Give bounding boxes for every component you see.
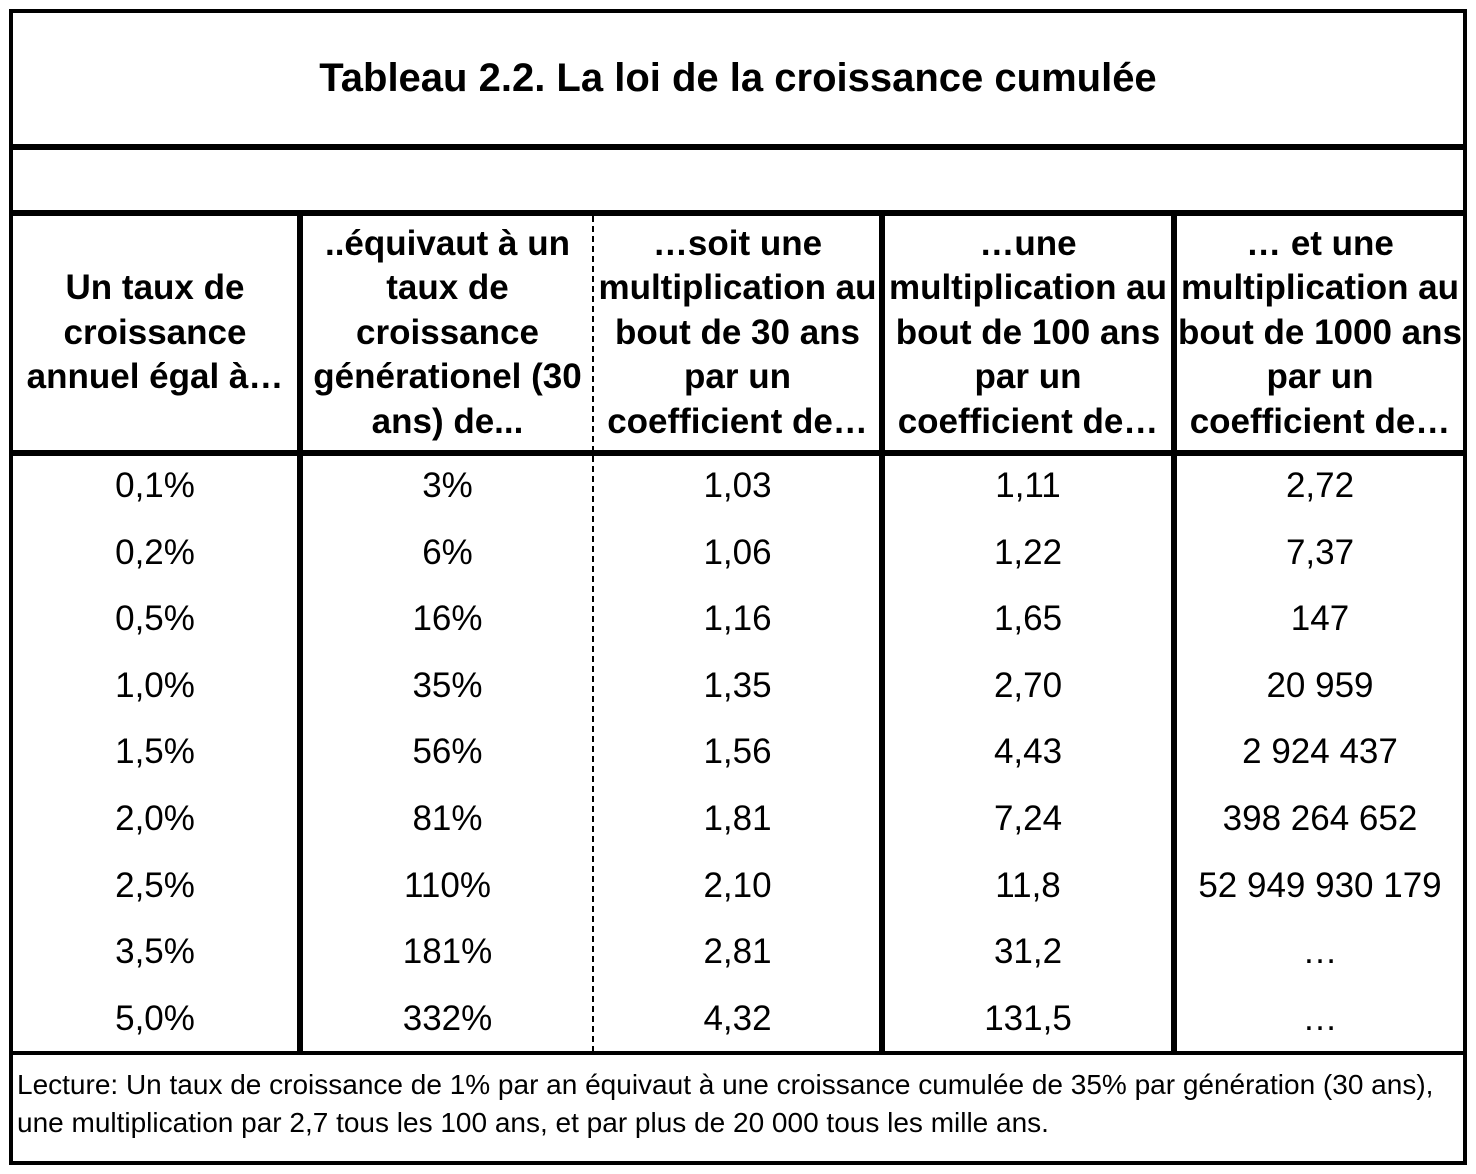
multiplier-30-cell: 4,32 (703, 998, 772, 1038)
multiplier-100-cell: 1,22 (993, 532, 1063, 572)
generational-rate-cell: 16% (412, 599, 483, 639)
generational-rate-cell: 3% (422, 466, 473, 505)
multiplier-100-cell: 2,70 (993, 665, 1063, 705)
multiplier-100-cell: 1,11 (995, 466, 1061, 505)
annual-rate-cell: 0,5% (115, 599, 195, 639)
column-separator-dashed (592, 216, 594, 1052)
annual-rate-cell: 1,5% (115, 732, 195, 772)
multiplier-1000-cell: … (1302, 998, 1338, 1038)
multiplier-30-cell: 1,06 (703, 532, 772, 572)
table-frame (9, 9, 1467, 1165)
multiplier-30-cell: 1,16 (703, 599, 772, 639)
blank-row (13, 150, 1463, 210)
generational-rate-cell: 56% (412, 732, 483, 772)
multiplier-100-cell: 31,2 (993, 932, 1063, 972)
generational-rate-cell: 332% (402, 998, 493, 1038)
multiplier-1000-cell: 2,72 (1285, 466, 1355, 505)
annual-rate-cell: 0,2% (115, 532, 195, 572)
table-title: Tableau 2.2. La loi de la croissance cum… (319, 56, 1157, 100)
column-separator (297, 216, 303, 1052)
multiplier-100-cell: 4,43 (993, 732, 1063, 772)
generational-rate-cell: 181% (402, 932, 493, 972)
generational-rate-cell: 6% (422, 532, 473, 572)
generational-rate-cell: 35% (412, 665, 483, 705)
annual-rate-cell: 0,1% (115, 466, 195, 505)
multiplier-30-cell: 1,35 (703, 665, 772, 705)
annual-rate-cell: 1,0% (115, 665, 195, 705)
title-divider (13, 144, 1463, 150)
annual-rate-cell: 5,0% (115, 998, 195, 1038)
multiplier-1000-cell: 7,37 (1285, 532, 1355, 572)
generational-rate-cell: 81% (412, 799, 483, 838)
annual-rate-cell: 2,5% (115, 865, 195, 905)
generational-rate-cell: 110% (404, 865, 491, 905)
header-multiplier-30: …soit une multiplication au bout de 30 a… (598, 223, 877, 441)
note-divider (13, 1051, 1463, 1055)
multiplier-1000-cell: 398 264 652 (1222, 799, 1418, 838)
multiplier-30-cell: 1,03 (703, 466, 772, 505)
multiplier-100-cell: 11,8 (995, 865, 1061, 905)
header-bottom-divider (13, 450, 1463, 456)
header-multiplier-100: …une multiplication au bout de 100 ans p… (888, 223, 1168, 441)
annual-rate-cell: 2,0% (115, 799, 195, 838)
multiplier-30-cell: 2,81 (703, 932, 772, 972)
column-separator (879, 216, 885, 1052)
multiplier-30-cell: 2,10 (703, 865, 772, 905)
multiplier-30-cell: 1,81 (703, 799, 772, 838)
multiplier-100-cell: 131,5 (984, 998, 1072, 1038)
multiplier-1000-cell: 2 924 437 (1242, 732, 1398, 772)
multiplier-1000-cell: 147 (1290, 599, 1350, 639)
header-top-divider (13, 210, 1463, 216)
multiplier-1000-cell: 20 959 (1266, 665, 1374, 705)
reading-note: Lecture: Un taux de croissance de 1% par… (17, 1069, 1434, 1138)
header-multiplier-1000: … et une multiplication au bout de 1000 … (1178, 223, 1462, 441)
multiplier-1000-cell: 52 949 930 179 (1198, 865, 1442, 905)
header-annual-rate: Un taux de croissance annuel égal à… (26, 268, 284, 397)
multiplier-100-cell: 1,65 (993, 599, 1063, 639)
multiplier-30-cell: 1,56 (703, 732, 772, 772)
column-separator (1171, 216, 1177, 1052)
multiplier-100-cell: 7,24 (993, 799, 1063, 838)
multiplier-1000-cell: … (1302, 932, 1338, 972)
annual-rate-cell: 3,5% (115, 932, 195, 972)
header-generational-rate: ..équivaut à un taux de croissance génér… (313, 223, 582, 441)
